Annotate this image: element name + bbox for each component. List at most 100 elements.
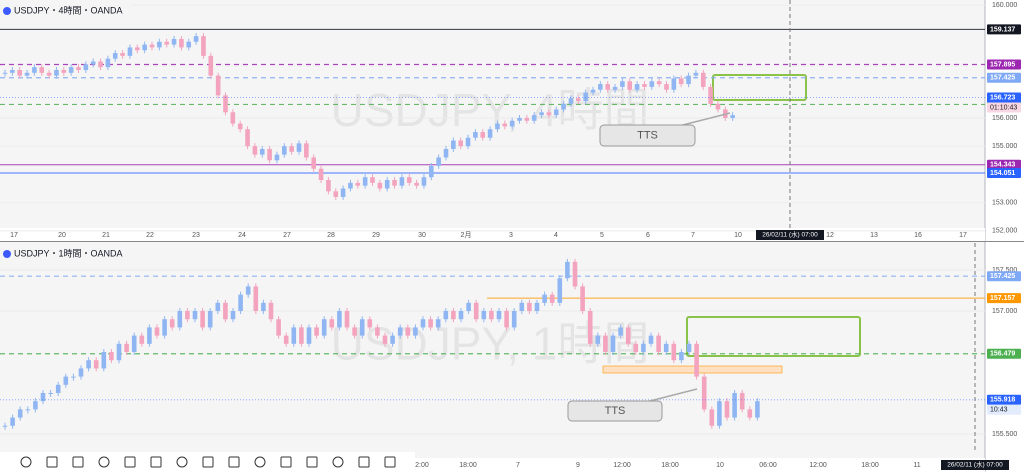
candle	[306, 327, 312, 344]
tool-button[interactable]	[202, 456, 214, 468]
candle	[511, 311, 517, 328]
candle	[557, 278, 563, 303]
tool-icon	[358, 456, 370, 468]
candle	[61, 69, 67, 73]
tool-button[interactable]	[124, 456, 136, 468]
candle	[362, 177, 368, 186]
candle	[157, 41, 162, 48]
time-label: 4	[554, 232, 558, 239]
candle	[109, 352, 114, 361]
tool-button[interactable]	[46, 456, 58, 468]
candle	[598, 84, 603, 90]
candle	[587, 311, 593, 344]
tool-button[interactable]	[332, 456, 344, 468]
time-label: 12	[826, 232, 834, 239]
tool-button[interactable]	[150, 456, 162, 468]
candle	[549, 294, 555, 303]
y-tick-label: 157.500	[992, 267, 1017, 274]
time-label: 28	[327, 232, 335, 239]
candle	[370, 177, 375, 183]
candle	[527, 302, 532, 312]
candle	[326, 180, 331, 192]
time-label: 18:00	[661, 462, 679, 469]
tool-button[interactable]	[176, 456, 188, 468]
tool-button[interactable]	[72, 456, 84, 468]
tool-button[interactable]	[280, 456, 292, 468]
candle	[291, 327, 297, 344]
last-price-box	[987, 394, 1021, 405]
time-label: 06:00	[759, 462, 777, 469]
candle	[397, 327, 403, 336]
candle	[261, 302, 266, 312]
candle	[542, 294, 547, 303]
candle	[33, 401, 38, 410]
last-price-box	[987, 92, 1021, 103]
candle	[162, 319, 167, 336]
candle	[304, 143, 309, 158]
candle	[54, 69, 59, 76]
candle	[348, 182, 353, 189]
tool-button[interactable]	[358, 456, 370, 468]
price-level-box	[987, 348, 1021, 359]
candle	[382, 335, 388, 344]
tool-button[interactable]	[98, 456, 110, 468]
tool-button[interactable]	[20, 456, 32, 468]
price-level-box	[987, 72, 1021, 83]
candle	[230, 311, 236, 320]
candle	[48, 392, 53, 394]
crosshair-time-box	[941, 460, 1009, 470]
tool-icon	[228, 456, 240, 468]
candle	[568, 98, 574, 104]
time-label: 9	[576, 462, 580, 469]
price-level-label: 154.343	[990, 162, 1015, 169]
candle	[10, 69, 15, 73]
candle	[83, 64, 89, 70]
tool-icon	[280, 456, 292, 468]
candle	[76, 67, 81, 70]
tool-button[interactable]	[228, 456, 240, 468]
price-level-box	[987, 159, 1021, 170]
candle	[451, 311, 456, 320]
time-label: 3	[509, 232, 513, 239]
candle	[694, 343, 699, 377]
candle	[565, 261, 570, 279]
candle	[46, 72, 52, 76]
candle	[55, 384, 61, 393]
time-label: 17	[10, 232, 18, 239]
candle	[223, 302, 228, 320]
candle	[678, 78, 684, 85]
target-box	[686, 316, 861, 357]
tool-button[interactable]	[306, 456, 318, 468]
tool-icon	[150, 456, 162, 468]
candle	[553, 109, 559, 116]
candle	[289, 146, 294, 152]
candle	[93, 360, 99, 369]
candle	[480, 132, 486, 138]
toolbar	[0, 452, 415, 472]
candle	[171, 38, 177, 45]
tool-icon	[72, 456, 84, 468]
candle	[139, 335, 145, 344]
candle	[458, 140, 463, 147]
candle	[296, 143, 302, 152]
candle	[627, 81, 633, 90]
candle	[116, 343, 122, 361]
candle	[177, 311, 183, 328]
candle	[112, 53, 118, 59]
candle	[32, 67, 37, 73]
candle	[252, 146, 258, 155]
countdown: 01:10:43	[990, 104, 1017, 111]
callout-text: TTS	[605, 405, 626, 417]
candle	[496, 311, 502, 320]
candle	[90, 61, 96, 65]
tool-button[interactable]	[254, 456, 266, 468]
tool-icon	[98, 456, 110, 468]
candle	[517, 117, 522, 121]
candle	[504, 311, 509, 328]
candle	[519, 302, 525, 312]
tool-button[interactable]	[384, 456, 396, 468]
time-label: 2月	[461, 231, 472, 239]
crosshair-time: 26/02/11 (水) 07:00	[762, 230, 818, 239]
candle	[473, 302, 479, 320]
candle	[580, 286, 585, 312]
